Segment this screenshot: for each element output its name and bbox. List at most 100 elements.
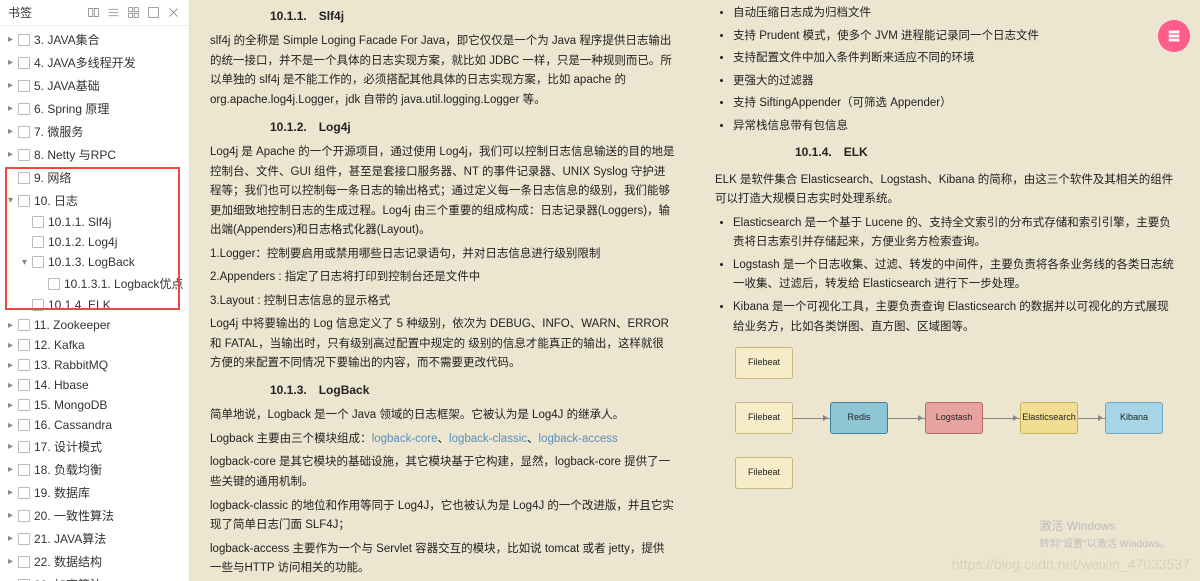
bookmark-icon xyxy=(18,319,30,331)
bookmark-icon xyxy=(18,195,30,207)
elk-flow-diagram: FilebeatFilebeatFilebeatRedisLogstashEla… xyxy=(735,347,1135,527)
heading-logback: 10.1.3. LogBack xyxy=(270,380,675,400)
sidebar-item-kafka[interactable]: ▸ 12. Kafka xyxy=(4,335,185,355)
diagram-node-ls: Logstash xyxy=(925,402,983,434)
bookmark-icon xyxy=(18,510,30,522)
para: ELK 是软件集合 Elasticsearch、Logstash、Kibana … xyxy=(715,171,1180,210)
twisty-icon: ▾ xyxy=(8,195,18,206)
sidebar-item-label: 6. Spring 原理 xyxy=(34,100,109,117)
sidebar-item-hbase[interactable]: ▸14. Hbase xyxy=(4,375,185,395)
bookmarks-sidebar: 书签 ▸3. JAVA集合▸4. JAVA多线程开发▸5. JAVA基础▸6. … xyxy=(0,0,190,581)
sidebar-item-netty[interactable]: ▸ 8. Netty 与RPC xyxy=(4,143,185,166)
sidebar-item-label: 8. Netty 与RPC xyxy=(34,146,116,163)
bookmark-icon xyxy=(18,339,30,351)
twisty-icon: ▸ xyxy=(8,400,18,411)
para: logback-classic 的地位和作用等同于 Log4J，它也被认为是 L… xyxy=(210,497,675,536)
sidebar-item-design-pattern[interactable]: ▸17. 设计模式 xyxy=(4,435,185,458)
collapse-icon[interactable] xyxy=(85,5,101,21)
diagram-edge xyxy=(793,418,830,419)
sidebar-item-microservice[interactable]: ▸7. 微服务 xyxy=(4,120,185,143)
twisty-icon: ▸ xyxy=(8,464,18,475)
twisty-icon: ▸ xyxy=(8,510,18,521)
heading-elk: 10.1.4. ELK xyxy=(795,142,1180,162)
bookmark-icon xyxy=(18,556,30,568)
sidebar-item-label: 16. Cassandra xyxy=(34,418,112,432)
sidebar-item-java-basic[interactable]: ▸ 5. JAVA基础 xyxy=(4,74,185,97)
twisty-icon: ▸ xyxy=(8,80,18,91)
sidebar-item-log[interactable]: ▾10. 日志 xyxy=(4,189,185,212)
para: 1.Logger：控制要启用或禁用哪些日志记录语句，并对日志信息进行级别限制 xyxy=(210,245,675,265)
para: 2.Appenders : 指定了日志将打印到控制台还是文件中 xyxy=(210,268,675,288)
bookmark-tree[interactable]: ▸3. JAVA集合▸4. JAVA多线程开发▸5. JAVA基础▸6. Spr… xyxy=(0,26,189,581)
list-item: 异常栈信息带有包信息 xyxy=(733,117,1180,137)
sidebar-item-label: 12. Kafka xyxy=(34,338,85,352)
list-item: 支持 Prudent 模式，使多个 JVM 进程能记录同一个日志文件 xyxy=(733,27,1180,47)
twisty-icon: ▸ xyxy=(8,340,18,351)
diagram-node-redis: Redis xyxy=(830,402,888,434)
link-logback-classic[interactable]: logback-classic xyxy=(449,433,527,445)
bookmark-icon xyxy=(18,359,30,371)
sidebar-item-java-algo[interactable]: ▸21. JAVA算法 xyxy=(4,527,185,550)
sidebar-item-data-structure[interactable]: ▸22. 数据结构 xyxy=(4,550,185,573)
bookmark-icon xyxy=(18,441,30,453)
sidebar-item-label: 5. JAVA基础 xyxy=(34,77,100,94)
sidebar-item-mongodb[interactable]: ▸ 15. MongoDB xyxy=(4,395,185,415)
list-item: 支持 SiftingAppender（可筛选 Appender） xyxy=(733,94,1180,114)
sidebar-header: 书签 xyxy=(0,0,189,26)
sidebar-item-java-multithread[interactable]: ▸4. JAVA多线程开发 xyxy=(4,51,185,74)
diagram-edge xyxy=(1078,418,1105,419)
sidebar-item-network[interactable]: 9. 网络 xyxy=(4,166,185,189)
diagram-node-fb3: Filebeat xyxy=(735,457,793,489)
sidebar-item-consistency-algo[interactable]: ▸20. 一致性算法 xyxy=(4,504,185,527)
sidebar-item-label: 7. 微服务 xyxy=(34,123,83,140)
list-item: Logstash 是一个日志收集、过滤、转发的中间件，主要负责将各条业务线的各类… xyxy=(733,256,1180,295)
para: logback-core 是其它模块的基础设施，其它模块基于它构建，显然，log… xyxy=(210,453,675,492)
list-icon[interactable] xyxy=(105,5,121,21)
sidebar-item-label: 13. RabbitMQ xyxy=(34,358,108,372)
sidebar-item-logback-adv[interactable]: 10.1.3.1. Logback优点 xyxy=(4,272,185,295)
sidebar-item-slf4j[interactable]: 10.1.1. Slf4j xyxy=(4,212,185,232)
sidebar-item-logback[interactable]: ▾10.1.3. LogBack xyxy=(4,252,185,272)
sidebar-item-label: 3. JAVA集合 xyxy=(34,31,100,48)
sidebar-item-load-balance[interactable]: ▸18. 负载均衡 xyxy=(4,458,185,481)
twisty-icon: ▸ xyxy=(8,149,18,160)
sidebar-item-elk[interactable]: 10.1.4. ELK xyxy=(4,295,185,315)
para: Log4j 中将要输出的 Log 信息定义了 5 种级别，依次为 DEBUG、I… xyxy=(210,315,675,374)
link-logback-access[interactable]: logback-access xyxy=(539,433,618,445)
list-item: 支持配置文件中加入条件判断来适应不同的环境 xyxy=(733,49,1180,69)
bookmark-icon xyxy=(18,379,30,391)
sidebar-item-spring[interactable]: ▸6. Spring 原理 xyxy=(4,97,185,120)
list-item: Elasticsearch 是一个基于 Lucene 的、支持全文索引的分布式存… xyxy=(733,214,1180,253)
sidebar-item-zookeeper[interactable]: ▸11. Zookeeper xyxy=(4,315,185,335)
para: 简单地说，Logback 是一个 Java 领域的日志框架。它被认为是 Log4… xyxy=(210,406,675,426)
sidebar-item-rabbitmq[interactable]: ▸13. RabbitMQ xyxy=(4,355,185,375)
close-icon[interactable] xyxy=(165,5,181,21)
grid-icon[interactable] xyxy=(125,5,141,21)
right-column: 自动压缩日志成为归档文件支持 Prudent 模式，使多个 JVM 进程能记录同… xyxy=(715,0,1180,581)
sidebar-item-label: 21. JAVA算法 xyxy=(34,530,106,547)
sidebar-item-label: 14. Hbase xyxy=(34,378,89,392)
sidebar-item-cassandra[interactable]: ▸16. Cassandra xyxy=(4,415,185,435)
sidebar-item-label: 23. 加密算法 xyxy=(34,576,102,581)
sidebar-item-label: 10.1.1. Slf4j xyxy=(48,215,111,229)
bookmark-icon xyxy=(18,487,30,499)
sidebar-item-log4j[interactable]: 10.1.2. Log4j xyxy=(4,232,185,252)
sidebar-item-label: 15. MongoDB xyxy=(34,398,107,412)
float-action-button[interactable] xyxy=(1158,20,1190,52)
sidebar-item-label: 10.1.3. LogBack xyxy=(48,255,135,269)
link-logback-core[interactable]: logback-core xyxy=(372,433,438,445)
bookmark-icon xyxy=(48,278,60,290)
sidebar-item-database[interactable]: ▸19. 数据库 xyxy=(4,481,185,504)
bookmark-icon xyxy=(32,216,44,228)
bookmark-icon xyxy=(18,126,30,138)
sidebar-item-crypto-algo[interactable]: ▸23. 加密算法 xyxy=(4,573,185,581)
diagram-node-fb1: Filebeat xyxy=(735,347,793,379)
diagram-edge xyxy=(888,418,925,419)
expand-icon[interactable] xyxy=(145,5,161,21)
para: Log4j 是 Apache 的一个开源项目，通过使用 Log4j，我们可以控制… xyxy=(210,143,675,241)
sidebar-item-label: 22. 数据结构 xyxy=(34,553,102,570)
sidebar-item-java-collection[interactable]: ▸3. JAVA集合 xyxy=(4,28,185,51)
sidebar-item-label: 17. 设计模式 xyxy=(34,438,102,455)
twisty-icon: ▸ xyxy=(8,57,18,68)
para: logback-access 主要作为一个与 Servlet 容器交互的模块，比… xyxy=(210,540,675,579)
